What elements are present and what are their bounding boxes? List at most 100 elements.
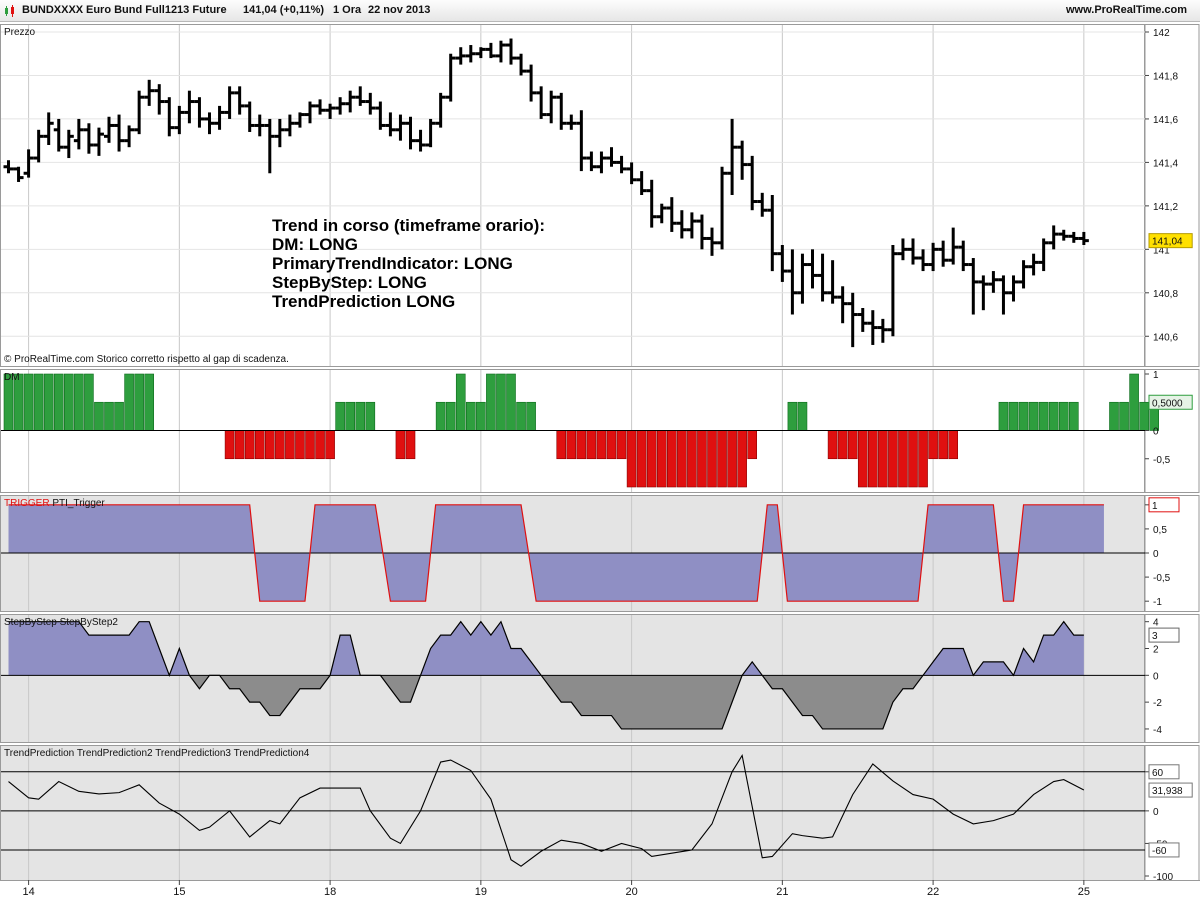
x-tick-label: 18 — [324, 886, 336, 898]
trigger-line — [8, 504, 1104, 602]
trendprediction-last-value: 31,938 — [1152, 786, 1183, 797]
dm-bar — [586, 430, 597, 460]
price-bar — [264, 118, 275, 174]
panel-frame — [0, 745, 1145, 881]
dm-bar — [264, 430, 275, 460]
price-bar — [1018, 260, 1029, 289]
stepbystep-area-positive — [8, 621, 1084, 676]
site-link[interactable]: www.ProRealTime.com — [1066, 4, 1188, 16]
dm-bar — [275, 430, 285, 460]
price-bar — [214, 105, 225, 130]
y-tick-label: 140,6 — [1153, 332, 1178, 343]
price-bar — [1068, 231, 1079, 243]
price-bar — [938, 240, 949, 267]
price-bar — [676, 210, 687, 239]
price-bar — [918, 249, 929, 272]
instrument-name: Euro Bund Full1213 Future — [86, 4, 227, 16]
trend-annotation-line: PrimaryTrendIndicator: LONG — [272, 254, 513, 273]
y-tick-label: -4 — [1153, 725, 1162, 736]
dm-bar — [295, 430, 305, 460]
price-bar — [1078, 231, 1089, 245]
dm-bar — [837, 430, 848, 460]
price-bar — [656, 203, 667, 224]
price-bar — [224, 86, 235, 119]
price-bar — [124, 125, 135, 148]
trendprediction-level-tag: -60 — [1152, 846, 1167, 857]
dm-bar — [666, 430, 677, 488]
dm-bar — [616, 430, 627, 460]
x-tick-label: 19 — [475, 886, 487, 898]
dm-bar — [405, 430, 416, 460]
dm-bar — [717, 430, 727, 488]
price-bar — [948, 227, 959, 265]
stepbystep-last-value-box — [1148, 627, 1180, 643]
dm-bar — [445, 401, 456, 431]
dm-bar — [285, 430, 295, 460]
price-bar — [576, 110, 587, 172]
trend-annotation-line: StepByStep: LONG — [272, 273, 427, 292]
dm-last-value: 0,5000 — [1152, 398, 1183, 409]
price-bar — [63, 129, 74, 159]
dm-bar — [898, 430, 908, 488]
price-bar — [877, 318, 888, 343]
y-tick-label: 2 — [1153, 645, 1159, 656]
panel-dm: 1 0 -0,5 0,5000 DM — [0, 369, 1200, 493]
price-bar — [1008, 275, 1019, 302]
price-bar — [325, 103, 336, 119]
price-bar — [365, 92, 376, 115]
price-bar — [646, 179, 657, 228]
dm-bar — [656, 430, 667, 488]
y-tick-label: 141,6 — [1153, 115, 1178, 126]
price-bar — [757, 192, 768, 217]
dm-bar — [1119, 401, 1129, 431]
dm-bar — [465, 401, 476, 431]
dm-bar — [888, 430, 898, 488]
dm-bar — [1038, 401, 1049, 431]
trigger-name: PTI_Trigger — [52, 498, 105, 509]
y-tick-label: 141 — [1153, 245, 1170, 256]
x-tick-label: 25 — [1078, 886, 1090, 898]
dm-bar — [556, 430, 567, 460]
trigger-prefix: TRIGGER — [4, 498, 52, 509]
price-bar — [546, 90, 557, 124]
dm-bar — [646, 430, 657, 488]
y-tick-label: 0,5 — [1153, 525, 1167, 536]
price-bar — [837, 286, 848, 324]
dm-bar — [455, 373, 466, 431]
price-bar — [415, 129, 426, 152]
trend-annotation-line: TrendPrediction LONG — [272, 292, 455, 311]
price-bar — [867, 310, 878, 345]
dm-bar — [43, 373, 54, 431]
chart-date: 22 nov 2013 — [368, 4, 431, 16]
stepbystep-line — [8, 620, 1084, 730]
price-bar — [626, 162, 637, 185]
price-bar — [375, 101, 386, 130]
dm-bar — [867, 430, 878, 488]
candlestick-icon — [5, 5, 14, 17]
x-tick-label: 22 — [927, 886, 939, 898]
dm-bar — [134, 373, 144, 431]
dm-bar — [53, 373, 64, 431]
y-tick-label: 140,8 — [1153, 289, 1178, 300]
dm-bar — [1018, 401, 1029, 431]
dm-bar — [787, 401, 798, 431]
dm-bar — [506, 373, 516, 431]
x-axis-band — [0, 880, 1200, 900]
price-bar — [43, 112, 54, 146]
price-bar — [978, 275, 989, 311]
trend-annotation-line: DM: LONG — [272, 235, 358, 254]
dm-bar — [857, 430, 868, 488]
price-bar — [847, 292, 858, 348]
trendprediction-level-tag: 60 — [1152, 768, 1164, 779]
price-bar — [777, 244, 788, 282]
dm-bar — [576, 430, 587, 460]
y-tick-label: 141,2 — [1153, 202, 1178, 213]
dm-bar — [254, 430, 265, 460]
price-bar — [315, 99, 326, 115]
stepbystep-last-value: 3 — [1152, 631, 1158, 642]
dm-bar — [365, 401, 376, 431]
price-bar — [164, 97, 175, 137]
price-bar — [666, 197, 677, 232]
